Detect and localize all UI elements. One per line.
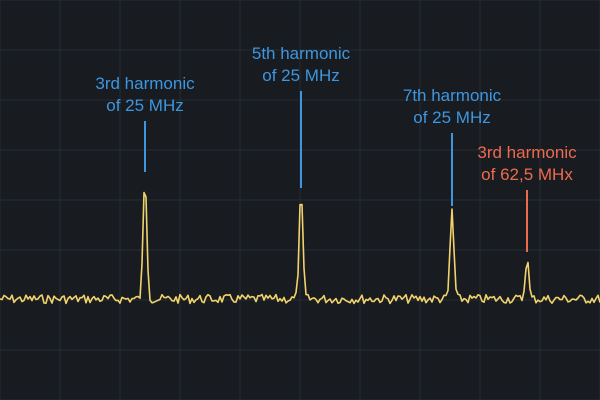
annotation-label-line2: of 25 MHz: [106, 96, 183, 115]
annotation-label-line1: 5th harmonic: [252, 44, 351, 63]
annotation-3rd-harmonic-62-5mhz: 3rd harmonic of 62,5 MHx: [477, 143, 577, 252]
annotation-7th-harmonic-25mhz: 7th harmonic of 25 MHz: [403, 86, 502, 206]
signal-trace: [0, 191, 600, 305]
annotation-label-line1: 3rd harmonic: [95, 74, 195, 93]
annotation-3rd-harmonic-25mhz: 3rd harmonic of 25 MHz: [95, 74, 195, 172]
annotation-5th-harmonic-25mhz: 5th harmonic of 25 MHz: [252, 44, 351, 188]
annotation-label-line2: of 25 MHz: [262, 66, 339, 85]
annotation-label-line1: 3rd harmonic: [477, 143, 577, 162]
annotation-label-line1: 7th harmonic: [403, 86, 502, 105]
annotation-label-line2: of 25 MHz: [413, 108, 490, 127]
annotation-label-line2: of 62,5 MHx: [481, 165, 573, 184]
